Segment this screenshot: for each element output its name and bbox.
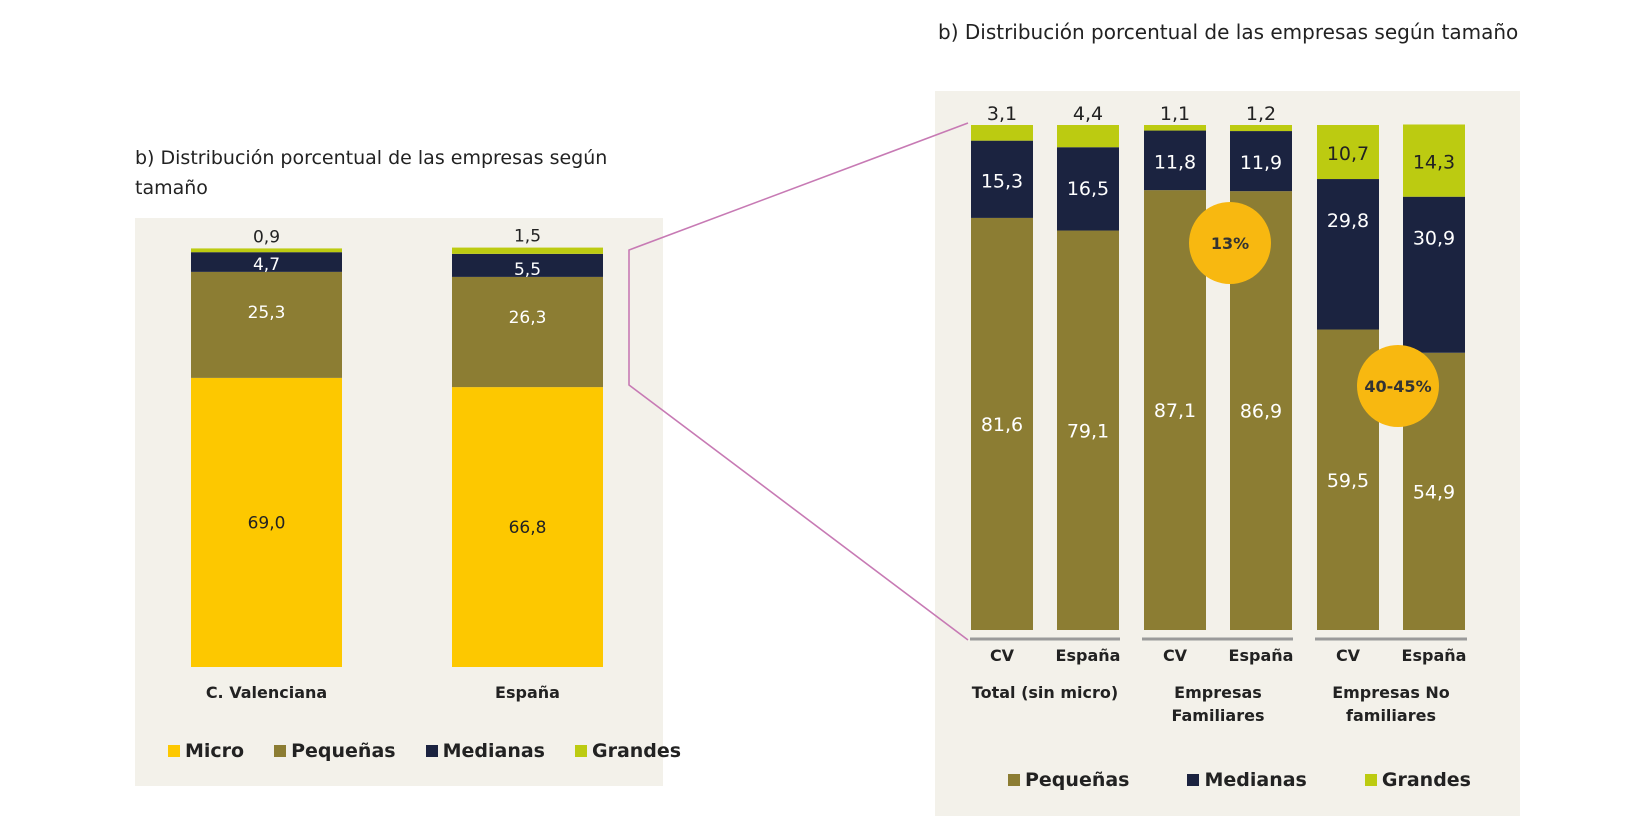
bar-medianas-5	[1403, 196, 1465, 353]
group-label-empresas-familiares-line1: Familiares	[1172, 706, 1265, 725]
data-label-pequenas-2: 87,1	[1154, 400, 1196, 422]
left-legend: Micro Pequeñas Medianas Grandes	[168, 740, 681, 762]
zoom-connector-line	[628, 122, 969, 641]
legend-item-pequenas-right: Pequeñas	[1008, 769, 1129, 791]
bar-pequenas-espana	[452, 276, 603, 388]
annotation-bubble-13: 13%	[1189, 202, 1271, 284]
data-label-grandes-espana: 1,5	[514, 227, 541, 247]
data-label-medianas-c-valenciana: 4,7	[253, 255, 280, 275]
data-label-pequenas-5: 54,9	[1413, 481, 1455, 503]
legend-swatch-grandes-right	[1364, 774, 1377, 786]
legend-swatch-medianas	[425, 745, 438, 757]
bar-grandes-0	[971, 125, 1033, 141]
data-label-micro-c-valenciana: 69,0	[248, 513, 286, 533]
legend-swatch-pequenas	[274, 745, 287, 757]
legend-swatch-micro	[168, 745, 180, 757]
bar-grandes-5	[1403, 124, 1465, 197]
legend-label-pequenas: Pequeñas	[291, 740, 396, 762]
data-label-medianas-2: 11,8	[1154, 151, 1196, 173]
bar-medianas-1	[1057, 147, 1119, 231]
category-label-espana-1: España	[1056, 646, 1121, 665]
group-label-empresas-no-familiares-line1: familiares	[1346, 706, 1436, 725]
category-label-cv-0: CV	[990, 646, 1015, 665]
legend-label-pequenas-right: Pequeñas	[1025, 769, 1130, 791]
data-label-medianas-5: 30,9	[1413, 228, 1455, 250]
bar-micro-espana	[452, 387, 603, 667]
legend-swatch-medianas-right	[1187, 774, 1200, 786]
data-label-micro-espana: 66,8	[509, 518, 547, 538]
bar-grandes-1	[1057, 125, 1119, 148]
legend-label-grandes-right: Grandes	[1381, 769, 1471, 791]
bar-medianas-espana	[452, 253, 603, 277]
legend-item-medianas: Medianas	[425, 740, 545, 762]
bar-pequenas-0	[971, 217, 1033, 631]
legend-swatch-pequenas-right	[1008, 774, 1020, 786]
data-label-medianas-3: 11,9	[1240, 152, 1282, 174]
bar-medianas-c-valenciana	[191, 252, 342, 272]
data-label-pequenas-1: 79,1	[1067, 420, 1109, 442]
data-label-medianas-1: 16,5	[1067, 178, 1109, 200]
category-label-c-valenciana: C. Valenciana	[206, 683, 327, 702]
category-label-espana-3: España	[1229, 646, 1294, 665]
data-label-pequenas-4: 59,5	[1327, 470, 1369, 492]
bar-pequenas-1	[1057, 230, 1119, 631]
data-label-pequenas-0: 81,6	[981, 414, 1023, 436]
bar-pequenas-c-valenciana	[191, 271, 342, 378]
data-label-grandes-4: 10,7	[1327, 143, 1369, 165]
data-label-medianas-0: 15,3	[981, 170, 1023, 192]
bar-medianas-3	[1230, 131, 1292, 192]
left-chart-title: b) Distribución porcentual de las empres…	[135, 147, 608, 199]
data-label-pequenas-3: 86,9	[1240, 401, 1282, 423]
category-label-espana: España	[495, 683, 560, 702]
data-label-grandes-3: 1,2	[1246, 103, 1276, 125]
right-chart-title: b) Distribución porcentual de las empres…	[938, 20, 1519, 44]
data-label-medianas-espana: 5,5	[514, 260, 541, 280]
category-label-cv-4: CV	[1336, 646, 1361, 665]
bar-grandes-4	[1317, 125, 1379, 180]
bar-grandes-2	[1144, 125, 1206, 131]
legend-item-medianas-right: Medianas	[1187, 769, 1307, 791]
data-label-pequenas-espana: 26,3	[509, 308, 547, 328]
right-legend: Pequeñas Medianas Grandes	[1008, 769, 1471, 791]
legend-label-micro: Micro	[185, 740, 245, 762]
legend-label-medianas-right: Medianas	[1204, 769, 1307, 791]
category-label-cv-2: CV	[1163, 646, 1188, 665]
bar-medianas-4	[1317, 179, 1379, 330]
legend-label-medianas: Medianas	[442, 740, 545, 762]
legend-item-pequenas: Pequeñas	[274, 740, 396, 762]
data-label-grandes-0: 3,1	[987, 103, 1017, 125]
legend-label-grandes: Grandes	[591, 740, 682, 762]
group-label-empresas-no-familiares-line0: Empresas No	[1332, 683, 1450, 702]
data-label-grandes-1: 4,4	[1073, 103, 1103, 125]
category-label-espana-5: España	[1402, 646, 1467, 665]
bar-medianas-2	[1144, 130, 1206, 191]
bar-micro-c-valenciana	[191, 377, 342, 667]
data-label-grandes-2: 1,1	[1160, 103, 1190, 125]
bar-grandes-3	[1230, 125, 1292, 132]
legend-item-grandes-right: Grandes	[1364, 769, 1471, 791]
data-label-medianas-4: 29,8	[1327, 210, 1369, 232]
group-label-total-sin-micro-: Total (sin micro)	[972, 683, 1118, 702]
annotation-bubble-40-45: 40-45%	[1357, 345, 1439, 427]
legend-swatch-grandes	[574, 745, 587, 757]
data-label-grandes-c-valenciana: 0,9	[253, 227, 280, 247]
bar-grandes-espana	[452, 247, 603, 254]
data-label-grandes-5: 14,3	[1413, 152, 1455, 174]
bar-medianas-0	[971, 140, 1033, 218]
group-label-empresas-familiares-line0: Empresas	[1174, 683, 1262, 702]
bar-grandes-c-valenciana	[191, 248, 342, 253]
legend-item-micro: Micro	[168, 740, 244, 762]
data-label-pequenas-c-valenciana: 25,3	[248, 303, 286, 323]
legend-item-grandes: Grandes	[574, 740, 682, 762]
